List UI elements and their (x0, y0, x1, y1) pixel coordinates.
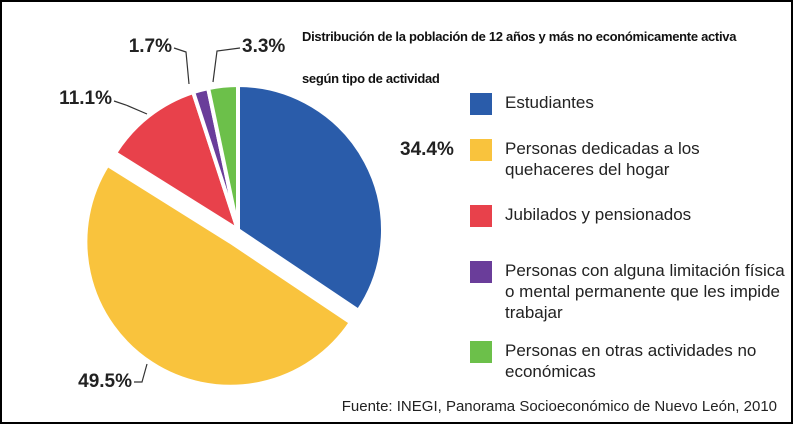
legend-label: Personas dedicadas a los quehaceres del … (505, 139, 700, 179)
legend-swatch (470, 261, 492, 283)
pie-slice (112, 89, 242, 235)
leader-line (173, 47, 190, 85)
legend-swatch (470, 93, 492, 115)
data-label: 3.3% (242, 36, 285, 57)
chart-title: Distribución de la población de 12 años … (302, 29, 737, 86)
legend-label: Personas en otras actividades no económi… (505, 341, 757, 381)
data-label: 1.7% (129, 36, 172, 57)
data-label: 34.4% (400, 139, 454, 160)
pie-slice (236, 82, 385, 314)
pie-slice (83, 162, 354, 389)
legend-label: Jubilados y pensionados (505, 205, 692, 224)
legend-swatch (470, 205, 492, 227)
data-label: 49.5% (78, 371, 132, 392)
legend-swatch (470, 341, 492, 363)
leader-line (113, 100, 148, 115)
data-label: 11.1% (59, 88, 112, 109)
leader-line (212, 47, 241, 83)
legend-label: Personas con alguna limitación física o … (505, 261, 785, 322)
leader-line (134, 363, 148, 383)
pie-slice (205, 82, 240, 231)
legend-swatch (470, 139, 492, 161)
legend-label: Estudiantes (505, 93, 594, 112)
source-note: Fuente: INEGI, Panorama Socioeconómico d… (341, 398, 777, 415)
